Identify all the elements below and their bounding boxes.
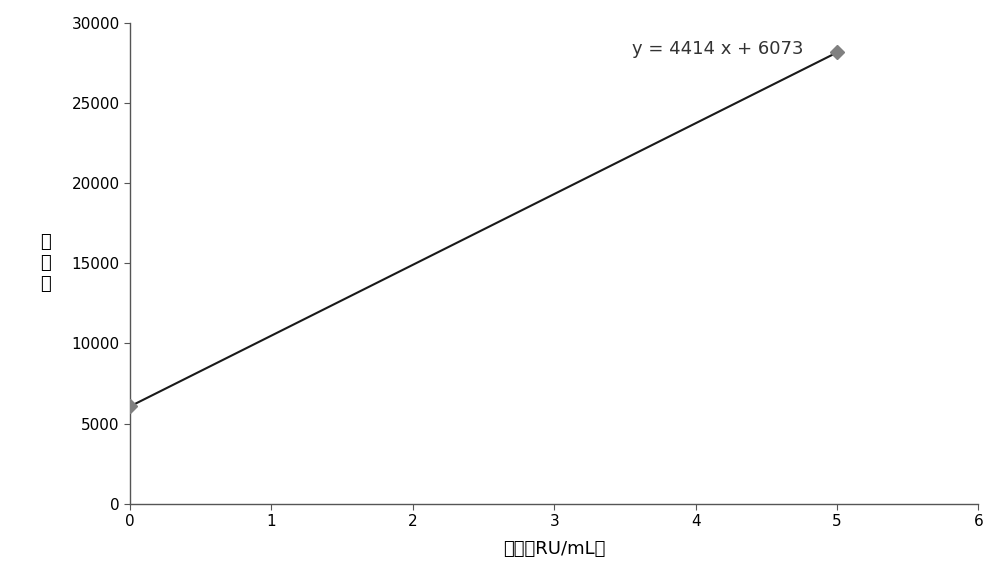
- Text: y = 4414 x + 6073: y = 4414 x + 6073: [632, 40, 804, 58]
- Text: 发
光
値: 发 光 値: [40, 233, 51, 293]
- X-axis label: 浓度（RU/mL）: 浓度（RU/mL）: [503, 540, 605, 558]
